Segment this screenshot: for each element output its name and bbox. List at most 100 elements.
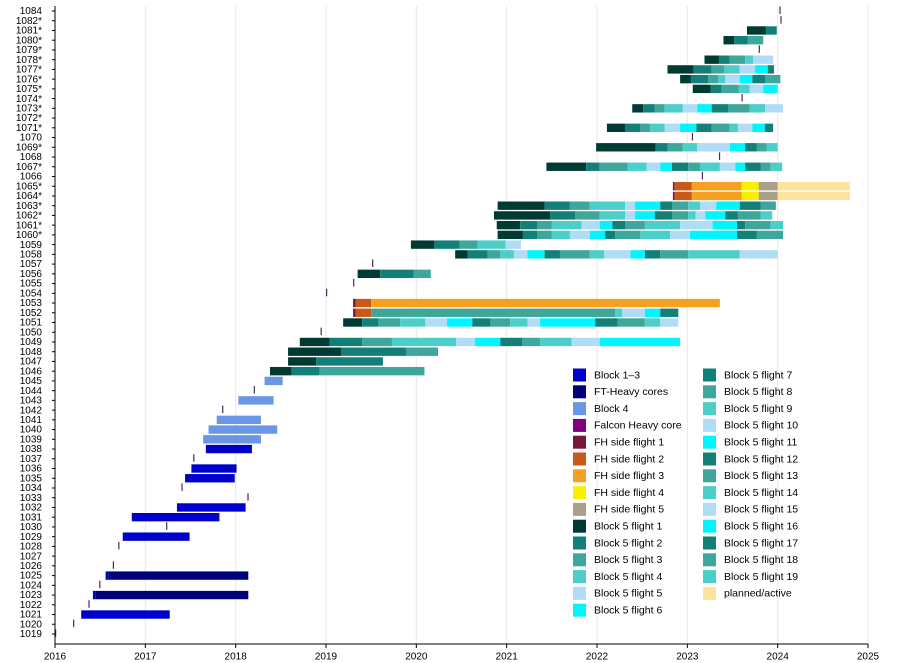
- y-tick-label: 1070: [20, 133, 43, 144]
- segment: [777, 182, 850, 191]
- segment: [693, 65, 712, 74]
- segment: [203, 435, 261, 444]
- segment: [760, 211, 773, 220]
- segment: [288, 357, 317, 366]
- segment: [765, 74, 781, 84]
- y-tick-label: 1060*: [16, 230, 42, 241]
- segment: [343, 318, 363, 327]
- y-tick-label: 1044: [20, 386, 43, 397]
- segment: [604, 250, 631, 259]
- y-tick-label: 1025: [20, 571, 43, 582]
- segment: [575, 211, 600, 220]
- legend-label: Block 5 flight 13: [724, 470, 798, 482]
- legend-label: Block 5 flight 12: [724, 453, 798, 465]
- legend-label: Block 4: [594, 403, 629, 415]
- y-tick-label: 1082*: [16, 16, 42, 27]
- segment: [725, 211, 738, 220]
- segment: [745, 162, 761, 171]
- segment: [640, 123, 651, 132]
- segment: [701, 171, 703, 180]
- legend-swatch: [703, 570, 716, 584]
- segment: [522, 230, 538, 240]
- segment: [654, 104, 665, 113]
- y-tick-label: 1068: [20, 152, 43, 163]
- segment: [205, 444, 252, 454]
- y-tick-label: 1065*: [16, 181, 42, 192]
- segment: [708, 74, 719, 84]
- y-tick-label: 1069*: [16, 142, 42, 153]
- segment: [494, 211, 551, 220]
- legend-label: Block 5 flight 15: [724, 504, 798, 516]
- legend-label: FH side flight 5: [594, 504, 664, 516]
- segment: [660, 162, 672, 171]
- segment: [756, 143, 767, 152]
- segment: [475, 337, 501, 347]
- y-tick-label: 1053: [20, 298, 43, 309]
- legend-swatch: [703, 368, 716, 382]
- segment: [625, 123, 641, 132]
- segment: [455, 250, 468, 259]
- segment: [599, 220, 613, 230]
- legend-label: Block 5 flight 3: [594, 554, 662, 566]
- segment: [741, 182, 759, 191]
- y-tick-label: 1077*: [16, 65, 42, 76]
- legend-label: FH side flight 3: [594, 470, 664, 482]
- segment: [664, 104, 683, 113]
- segment: [497, 201, 545, 210]
- segment: [741, 94, 743, 102]
- y-tick-label: 1079*: [16, 45, 42, 56]
- segment: [664, 123, 681, 132]
- legend-swatch: [573, 486, 586, 500]
- segment: [741, 191, 759, 201]
- legend-label: Block 5 flight 19: [724, 571, 798, 583]
- y-tick-label: 1024: [20, 580, 43, 591]
- y-tick-label: 1066: [20, 172, 43, 183]
- segment: [459, 240, 478, 249]
- legend-label: Block 5 flight 1: [594, 520, 662, 532]
- y-tick-label: 1020: [20, 619, 43, 630]
- segment: [406, 347, 439, 356]
- segment: [727, 104, 750, 113]
- segment: [589, 230, 606, 240]
- x-tick-label: 2021: [496, 652, 519, 663]
- legend-label: Block 5 flight 5: [594, 588, 662, 600]
- segment: [729, 123, 738, 132]
- segment: [99, 580, 101, 589]
- segment: [721, 84, 739, 94]
- y-tick-label: 1022: [20, 600, 43, 611]
- segment: [247, 493, 249, 501]
- segment: [55, 629, 57, 637]
- segment: [672, 191, 675, 201]
- segment: [496, 220, 521, 230]
- segment: [546, 162, 587, 171]
- segment: [456, 337, 476, 347]
- segment: [644, 308, 661, 317]
- y-tick-label: 1084: [20, 6, 43, 17]
- y-tick-label: 1023: [20, 590, 43, 601]
- segment: [691, 182, 742, 191]
- segment: [737, 220, 746, 230]
- y-tick-label: 1032: [20, 503, 43, 514]
- segment: [537, 220, 552, 230]
- legend-swatch: [573, 402, 586, 416]
- segment: [264, 376, 283, 386]
- segment: [612, 220, 626, 230]
- segment: [632, 104, 644, 113]
- segment: [238, 396, 274, 405]
- segment: [410, 240, 435, 249]
- segment: [544, 201, 570, 210]
- segment: [605, 230, 616, 240]
- segment: [671, 201, 689, 210]
- segment: [589, 201, 626, 210]
- legend-swatch: [703, 586, 716, 600]
- segment: [569, 230, 590, 240]
- x-tick-label: 2025: [857, 652, 880, 663]
- segment: [739, 250, 778, 259]
- legend-label: Block 5 flight 18: [724, 554, 798, 566]
- segment: [599, 337, 681, 347]
- x-tick-label: 2017: [134, 652, 157, 663]
- y-tick-label: 1081*: [16, 26, 42, 37]
- y-tick-label: 1075*: [16, 84, 42, 95]
- y-tick-label: 1048: [20, 347, 43, 358]
- segment: [596, 143, 656, 152]
